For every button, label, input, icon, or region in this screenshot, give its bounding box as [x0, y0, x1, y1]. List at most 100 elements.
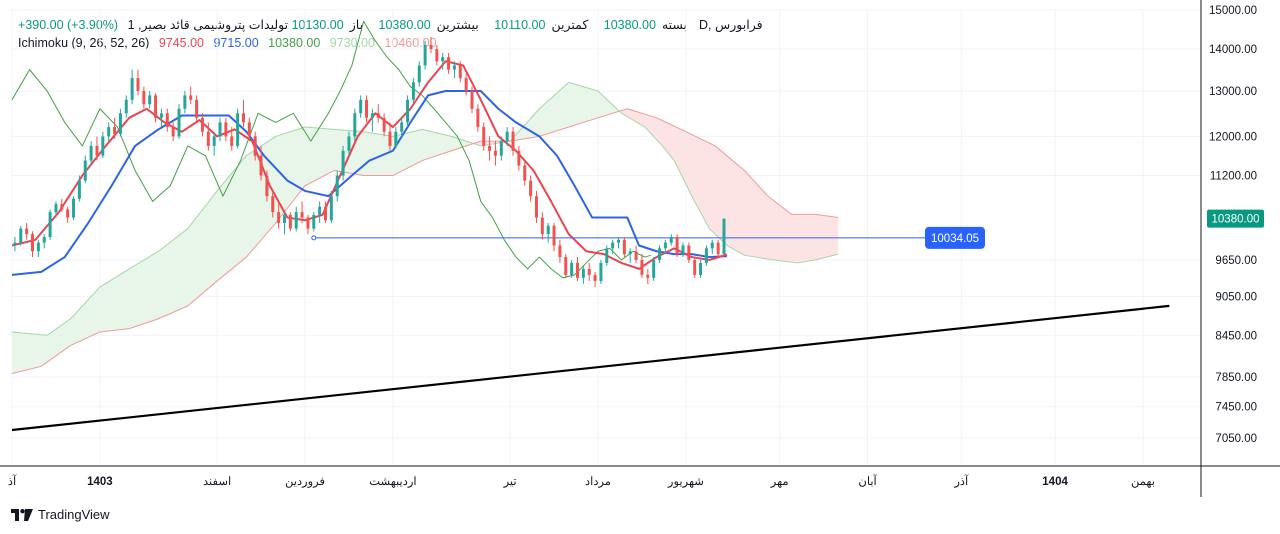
- candle-down: [382, 117, 386, 132]
- candle-down: [552, 225, 556, 246]
- candle-up: [101, 136, 105, 156]
- price-tick-label: 7850.00: [1215, 372, 1257, 384]
- candle-down: [200, 117, 204, 132]
- candle-up: [312, 214, 316, 229]
- candle-up: [681, 245, 685, 255]
- candle-down: [646, 274, 650, 278]
- candle-up: [617, 239, 621, 243]
- price-tick-label: 11200.00: [1210, 171, 1257, 183]
- candle-down: [253, 136, 257, 156]
- chikou-line: [11, 20, 651, 279]
- candle-down: [693, 259, 697, 275]
- candle-up: [611, 242, 615, 249]
- candle-up: [605, 248, 609, 263]
- candle-up: [452, 65, 456, 70]
- candle-down: [429, 44, 433, 49]
- time-tick-label: فروردین: [285, 476, 325, 488]
- low-label: کمترین: [551, 18, 589, 32]
- candle-up: [341, 150, 345, 176]
- candle-down: [458, 65, 462, 79]
- candle-up: [581, 268, 585, 278]
- symbol-title[interactable]: تولیدات پتروشیمی قائد بصیر, 1D, فرابورس: [127, 18, 763, 32]
- indicator-legend[interactable]: Ichimoku (9, 26, 52, 26) 9745.00 9715.00…: [18, 36, 443, 50]
- candle-down: [534, 196, 538, 218]
- low-value: 10110.00: [494, 18, 546, 32]
- time-tick-label: اسفند: [203, 475, 231, 488]
- change-value: +390.00 (+3.90%): [18, 18, 119, 32]
- candle-down: [464, 78, 468, 92]
- candle-down: [241, 113, 245, 123]
- candle-down: [206, 131, 210, 146]
- candle-down: [435, 49, 439, 62]
- candle-up: [669, 236, 673, 243]
- candle-down: [142, 91, 146, 105]
- candle-up: [107, 127, 111, 137]
- chikou-value: 10380.00: [268, 36, 321, 50]
- candle-down: [675, 236, 679, 255]
- candle-up: [19, 228, 23, 243]
- candle-down: [136, 78, 140, 92]
- candle-up: [441, 57, 445, 62]
- candle-up: [417, 65, 421, 83]
- candle-up: [218, 122, 222, 137]
- price-tick-label: 9650.00: [1215, 255, 1257, 267]
- candle-up: [663, 242, 667, 249]
- candle-up: [347, 136, 351, 151]
- horizontal-ray-anchor: [311, 235, 317, 241]
- candle-up: [13, 242, 17, 246]
- candle-up: [394, 131, 398, 146]
- candle-up: [329, 196, 333, 221]
- candle-up: [83, 160, 87, 181]
- candle-up: [628, 251, 632, 255]
- candle-down: [271, 196, 275, 213]
- candle-up: [36, 242, 40, 252]
- candle-up: [704, 248, 708, 263]
- candle-up: [423, 44, 427, 66]
- cloud-bearish: [619, 108, 839, 263]
- candle-down: [482, 127, 486, 146]
- candle-down: [224, 122, 228, 137]
- high-value: 10380.00: [378, 18, 431, 32]
- time-tick-label: آذ: [8, 473, 17, 488]
- candle-up: [124, 99, 128, 114]
- time-tick-label: مهر: [770, 476, 789, 488]
- plot-area: [11, 20, 1170, 432]
- candle-down: [165, 113, 169, 128]
- candle-up: [89, 145, 93, 161]
- candle-down: [517, 150, 521, 166]
- candle-down: [277, 212, 281, 224]
- candle-up: [72, 198, 76, 218]
- candle-down: [640, 259, 644, 275]
- candle-up: [177, 108, 181, 137]
- candle-down: [388, 131, 392, 146]
- candle-up: [48, 212, 52, 237]
- time-tick-label: 1403: [87, 476, 113, 488]
- candle-down: [523, 165, 527, 181]
- candle-up: [658, 248, 662, 260]
- candle-down: [288, 214, 292, 229]
- price-axis-labels: 15000.00 14000.00 13000.00 12000.00 11200.00…: [1209, 5, 1257, 445]
- cloud-bullish: [12, 127, 475, 374]
- candle-down: [476, 108, 480, 128]
- candle-up: [406, 99, 410, 123]
- candle-up: [710, 242, 714, 249]
- candle-up: [236, 113, 240, 146]
- candle-down: [25, 228, 29, 235]
- candle-up: [318, 206, 322, 215]
- span-b-value: 10460.00: [384, 36, 437, 50]
- candle-up: [599, 262, 603, 281]
- time-tick-label: تیر: [503, 476, 517, 488]
- time-tick-label: شهریور: [667, 476, 704, 488]
- candle-down: [189, 95, 193, 100]
- price-tick-label: 9050.00: [1215, 291, 1257, 303]
- tradingview-logo[interactable]: TradingView: [11, 507, 110, 522]
- last-price-label: 10380.00: [1212, 214, 1260, 226]
- candle-down: [265, 175, 269, 197]
- candle-up: [400, 122, 404, 132]
- candle-down: [634, 251, 638, 260]
- time-tick-label: بهمن: [1131, 476, 1155, 488]
- candle-up: [294, 212, 298, 229]
- candle-down: [324, 206, 328, 221]
- kijun-line: [11, 90, 727, 276]
